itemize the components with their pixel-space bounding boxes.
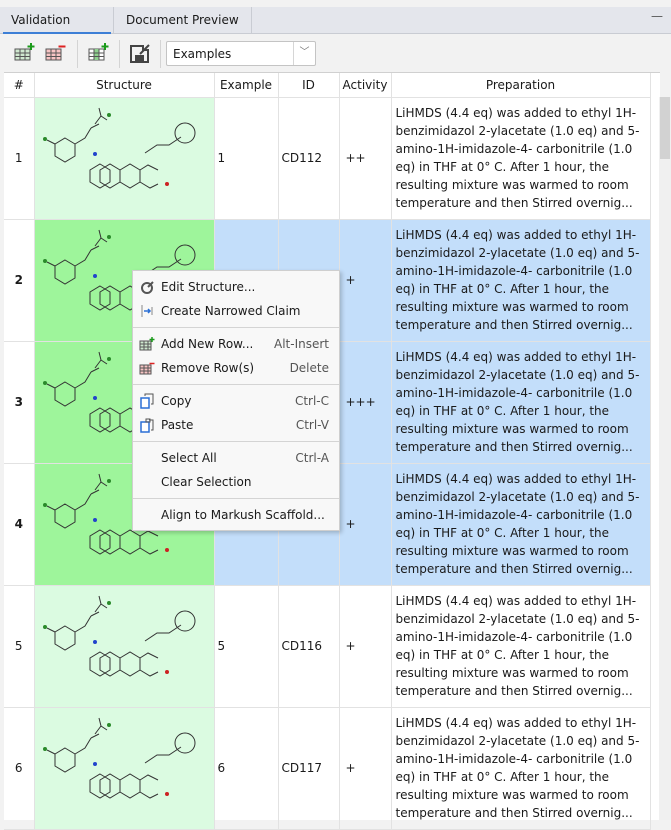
add-row-icon[interactable]: [12, 41, 36, 65]
menu-separator: [133, 441, 339, 442]
menu-item-add-new-row[interactable]: Add New Row... Alt-Insert: [133, 332, 339, 356]
copy-icon: [140, 393, 154, 409]
structure-cell[interactable]: [34, 97, 215, 220]
activity-cell[interactable]: ++: [339, 97, 392, 220]
narrowed-claim-icon: [141, 305, 153, 317]
save-edit-icon[interactable]: [128, 41, 152, 65]
row-number[interactable]: 1: [4, 97, 35, 220]
row-number[interactable]: 5: [4, 585, 35, 708]
view-select[interactable]: Examples ﹀: [166, 41, 316, 66]
menu-item-paste[interactable]: Paste Ctrl-V: [133, 413, 339, 437]
preparation-cell[interactable]: LiHMDS (4.4 eq) was added to ethyl 1H-be…: [391, 97, 651, 220]
shortcut-label: Ctrl-A: [295, 451, 329, 465]
menu-item-remove-row-s[interactable]: Remove Row(s) Delete: [133, 356, 339, 380]
edit-structure-icon: [141, 281, 154, 294]
row-number[interactable]: 4: [4, 463, 35, 586]
tab-bar: Validation View✕ Document Preview —: [0, 7, 671, 53]
chemical-structure-image: [42, 107, 195, 189]
header-activity[interactable]: Activity: [339, 73, 392, 98]
add-row-icon: [139, 337, 155, 351]
menu-item-copy[interactable]: Copy Ctrl-C: [133, 389, 339, 413]
id-cell[interactable]: CD112: [278, 97, 340, 220]
context-menu: Edit Structure... Create Narrowed Claim Ad…: [132, 270, 340, 531]
menu-separator: [133, 498, 339, 499]
activity-cell[interactable]: +: [339, 463, 392, 586]
header-example[interactable]: Example: [214, 73, 279, 98]
preparation-cell[interactable]: LiHMDS (4.4 eq) was added to ethyl 1H-be…: [391, 463, 651, 586]
structure-cell[interactable]: [34, 707, 215, 830]
menu-separator: [133, 327, 339, 328]
header-number[interactable]: #: [4, 73, 35, 98]
preparation-cell[interactable]: LiHMDS (4.4 eq) was added to ethyl 1H-be…: [391, 707, 651, 830]
menu-item-align-to-markush-scaffold[interactable]: Align to Markush Scaffold...: [161, 508, 325, 522]
add-column-icon[interactable]: [86, 41, 110, 65]
header-preparation[interactable]: Preparation: [391, 73, 651, 98]
toolbar: Examples ﹀: [0, 35, 671, 72]
shortcut-label: Ctrl-V: [295, 418, 329, 432]
row-number[interactable]: 6: [4, 707, 35, 830]
vertical-scrollbar[interactable]: [659, 97, 671, 820]
shortcut-label: Alt-Insert: [274, 337, 329, 351]
header-id[interactable]: ID: [278, 73, 340, 98]
row-number[interactable]: 3: [4, 341, 35, 464]
table-row[interactable]: 1 1 CD112 ++ LiHMDS (4.4 eq) was added t…: [4, 97, 651, 220]
activity-cell[interactable]: +: [339, 707, 392, 830]
tab-document-preview[interactable]: Document Preview: [113, 7, 252, 34]
paste-icon: [140, 418, 154, 433]
scrollbar-thumb[interactable]: [660, 97, 670, 159]
activity-cell[interactable]: +++: [339, 341, 392, 464]
structure-cell[interactable]: [34, 585, 215, 708]
shortcut-label: Ctrl-C: [294, 394, 329, 408]
row-number[interactable]: 2: [4, 219, 35, 342]
tab-validation-view[interactable]: Validation View✕: [3, 7, 111, 53]
activity-cell[interactable]: +: [339, 585, 392, 708]
menu-item-select-all[interactable]: Select All Ctrl-A: [133, 446, 339, 470]
menu-item-create-narrowed-claim[interactable]: Create Narrowed Claim: [133, 299, 339, 323]
chemical-structure-image: [42, 595, 195, 677]
table-row[interactable]: 4 + LiHMDS (4.4 eq) was added to ethyl 1…: [4, 463, 651, 586]
chevron-down-icon[interactable]: ﹀: [293, 42, 315, 65]
example-cell[interactable]: 6: [214, 707, 279, 830]
menu-item-edit-structure[interactable]: Edit Structure...: [133, 275, 339, 299]
menu-separator: [133, 384, 339, 385]
table-row[interactable]: 6 6 CD117 + LiHMDS (4.4 eq) was added to…: [4, 707, 651, 830]
example-cell[interactable]: 1: [214, 97, 279, 220]
id-cell[interactable]: CD116: [278, 585, 340, 708]
shortcut-label: Delete: [289, 361, 329, 375]
menu-item-clear-selection[interactable]: Clear Selection: [161, 475, 252, 489]
preparation-cell[interactable]: LiHMDS (4.4 eq) was added to ethyl 1H-be…: [391, 341, 651, 464]
structure-cell[interactable]: [34, 219, 215, 342]
minimize-icon[interactable]: —: [651, 9, 663, 23]
table-row[interactable]: 5 5 CD116 + LiHMDS (4.4 eq) was added to…: [4, 585, 651, 708]
structure-cell[interactable]: [34, 463, 215, 586]
remove-row-icon[interactable]: [43, 41, 67, 65]
chemical-structure-image: [42, 717, 195, 799]
id-cell[interactable]: CD117: [278, 707, 340, 830]
preparation-cell[interactable]: LiHMDS (4.4 eq) was added to ethyl 1H-be…: [391, 219, 651, 342]
activity-cell[interactable]: +: [339, 219, 392, 342]
remove-row-icon: [139, 362, 155, 375]
preparation-cell[interactable]: LiHMDS (4.4 eq) was added to ethyl 1H-be…: [391, 585, 651, 708]
example-cell[interactable]: 5: [214, 585, 279, 708]
header-structure[interactable]: Structure: [34, 73, 215, 98]
